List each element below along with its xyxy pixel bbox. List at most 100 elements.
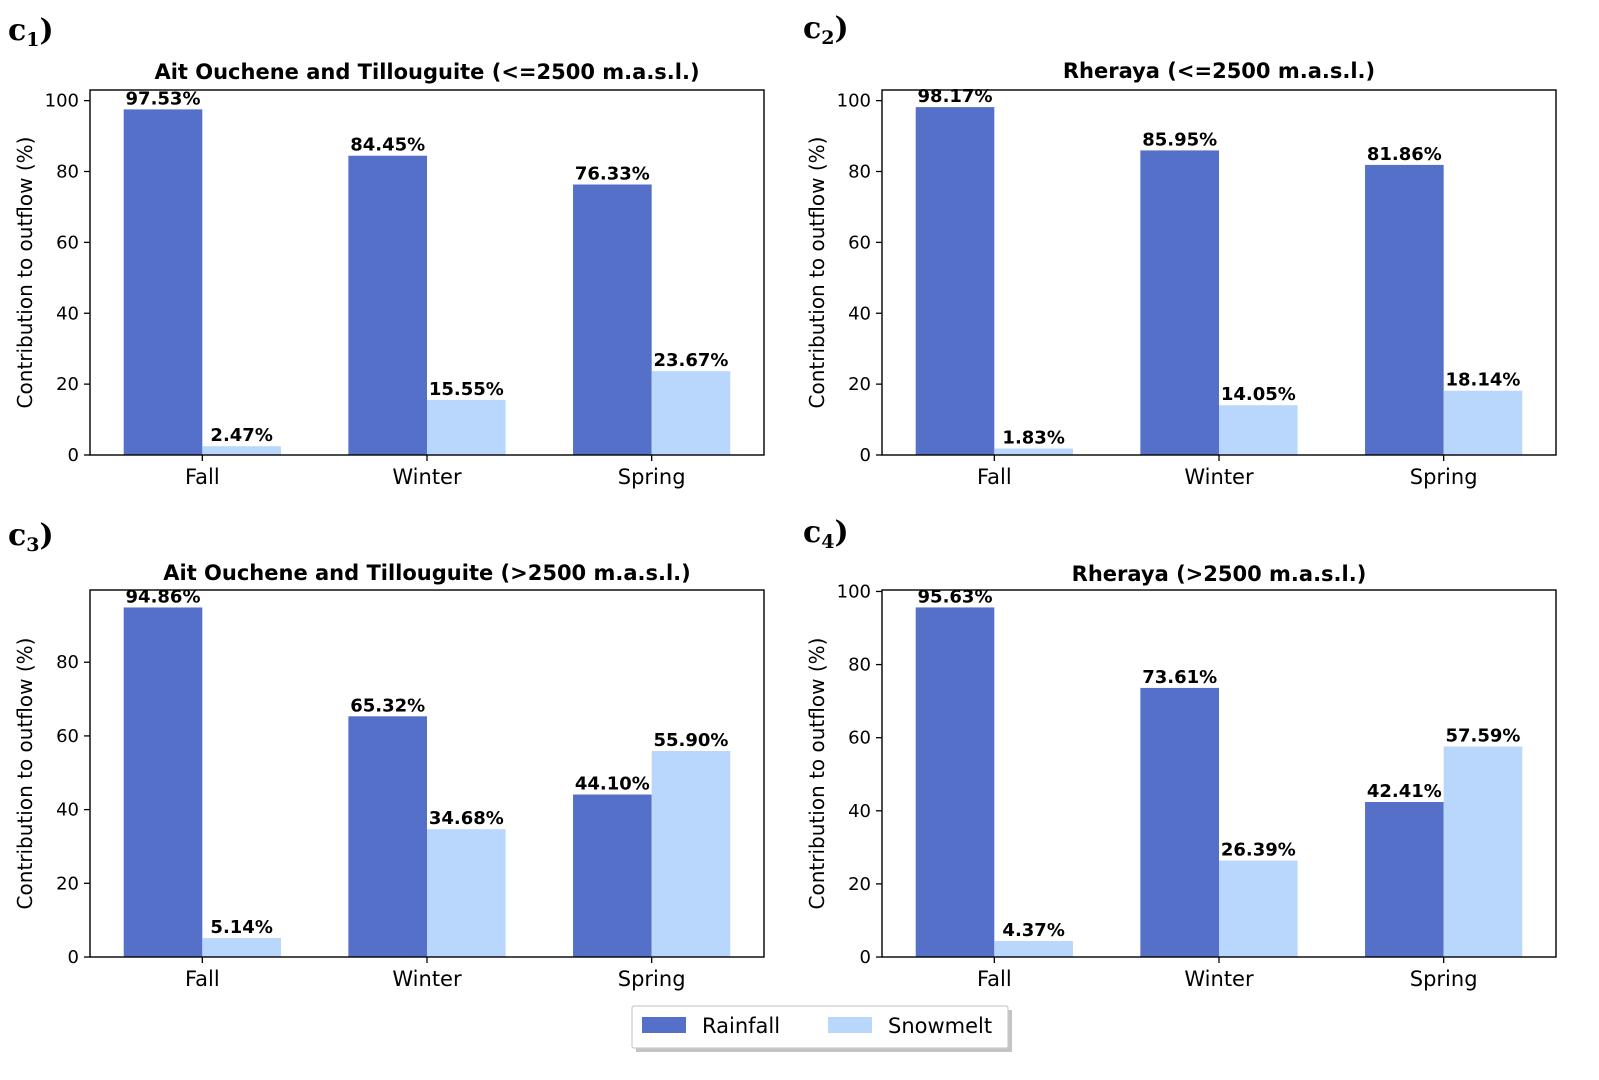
y-tick-label: 100 (45, 91, 79, 112)
y-tick-label: 40 (56, 303, 79, 324)
rainfall-data-label: 76.33% (575, 164, 650, 185)
y-tick-label: 60 (848, 728, 871, 749)
x-tick-label: Spring (618, 465, 686, 489)
snowmelt-data-label: 34.68% (429, 808, 504, 829)
rainfall-bar (348, 155, 427, 455)
panel-label-close: ) (835, 515, 849, 550)
y-tick-label: 60 (848, 232, 871, 253)
x-tick-label: Spring (1410, 465, 1478, 489)
snowmelt-bar (1443, 390, 1523, 455)
rainfall-bar (1365, 801, 1444, 957)
rainfall-bar (1365, 164, 1444, 456)
y-tick-label: 100 (837, 91, 871, 112)
rainfall-bar (915, 607, 995, 957)
y-tick-label: 40 (848, 801, 871, 822)
panel-label-main: c (8, 518, 26, 553)
rainfall-bar (123, 607, 203, 957)
y-tick-label: 60 (56, 232, 79, 253)
x-tick-label: Winter (392, 465, 462, 489)
chart-title: Ait Ouchene and Tillouguite (<=2500 m.a.… (154, 60, 699, 84)
y-axis-label: Contribution to outflow (%) (13, 137, 37, 409)
y-tick-label: 20 (848, 374, 871, 395)
chart-title: Ait Ouchene and Tillouguite (>2500 m.a.s… (163, 561, 691, 585)
y-tick-label: 80 (56, 652, 79, 673)
snowmelt-bar (202, 446, 281, 455)
y-axis-label: Contribution to outflow (%) (13, 638, 37, 910)
legend-label-rainfall: Rainfall (702, 1014, 780, 1038)
snowmelt-bar (1443, 746, 1523, 957)
y-tick-label: 0 (68, 445, 79, 466)
y-tick-label: 0 (68, 947, 79, 968)
panel-label-sub: 4 (821, 531, 834, 553)
y-tick-label: 80 (848, 655, 871, 676)
plot-frame (89, 89, 765, 456)
y-tick-label: 20 (56, 873, 79, 894)
panel-label-sub: 3 (26, 534, 39, 556)
chart-panel-4: c4) Rheraya (>2500 m.a.s.l.) Contribution … (803, 515, 1557, 991)
rainfall-data-label: 81.86% (1367, 144, 1442, 165)
rainfall-data-label: 44.10% (575, 774, 650, 795)
legend-swatch-rainfall (642, 1017, 686, 1033)
rainfall-bar (573, 794, 652, 957)
y-axis-label: Contribution to outflow (%) (805, 137, 829, 409)
y-tick-label: 80 (848, 162, 871, 183)
rainfall-data-label: 65.32% (350, 695, 425, 716)
rainfall-data-label: 97.53% (126, 88, 201, 109)
panel-label: c3) (8, 518, 54, 556)
rainfall-data-label: 95.63% (918, 586, 993, 607)
snowmelt-data-label: 57.59% (1445, 725, 1520, 746)
rainfall-data-label: 94.86% (126, 586, 201, 607)
snowmelt-data-label: 26.39% (1221, 840, 1296, 861)
snowmelt-data-label: 23.67% (653, 350, 728, 371)
panel-label-close: ) (40, 13, 54, 48)
snowmelt-data-label: 2.47% (210, 425, 272, 446)
chart-panel-3: c3) Ait Ouchene and Tillouguite (>2500 m.… (8, 518, 765, 991)
snowmelt-bar (427, 829, 506, 957)
x-tick-label: Winter (392, 967, 462, 991)
snowmelt-data-label: 55.90% (653, 730, 728, 751)
rainfall-bar (573, 184, 652, 455)
snowmelt-data-label: 4.37% (1002, 920, 1064, 941)
snowmelt-bar (1219, 405, 1298, 455)
plot-frame (89, 589, 765, 958)
snowmelt-bar (994, 448, 1073, 455)
x-tick-label: Spring (1410, 967, 1478, 991)
rainfall-data-label: 42.41% (1367, 781, 1442, 802)
snowmelt-bar (651, 371, 731, 455)
x-tick-label: Fall (185, 465, 220, 489)
x-tick-label: Winter (1184, 967, 1254, 991)
panel-label-main: c (803, 515, 821, 550)
y-tick-label: 80 (56, 162, 79, 183)
chart-panel-1: c1) Ait Ouchene and Tillouguite (<=2500 m… (8, 13, 765, 489)
y-tick-label: 0 (860, 947, 871, 968)
legend-box (631, 1005, 1009, 1049)
rainfall-bar (1140, 150, 1219, 455)
y-tick-label: 40 (848, 303, 871, 324)
rainfall-data-label: 84.45% (350, 135, 425, 156)
snowmelt-data-label: 14.05% (1221, 384, 1296, 405)
y-tick-label: 100 (837, 581, 871, 602)
rainfall-bar (123, 109, 203, 456)
plot-frame (881, 89, 1557, 456)
legend-label-snowmelt: Snowmelt (888, 1014, 992, 1038)
x-tick-label: Fall (185, 967, 220, 991)
plot-frame (881, 589, 1557, 958)
x-tick-label: Winter (1184, 465, 1254, 489)
panel-label-main: c (8, 13, 26, 48)
rainfall-bar (348, 716, 427, 957)
panel-label: c2) (803, 11, 849, 49)
chart-title: Rheraya (<=2500 m.a.s.l.) (1063, 59, 1375, 83)
y-tick-label: 60 (56, 726, 79, 747)
snowmelt-bar (202, 938, 281, 957)
rainfall-data-label: 85.95% (1142, 129, 1217, 150)
x-tick-label: Spring (618, 967, 686, 991)
rainfall-bar (1140, 687, 1219, 957)
snowmelt-bar (994, 941, 1073, 957)
rainfall-data-label: 98.17% (918, 86, 993, 107)
y-tick-label: 40 (56, 800, 79, 821)
x-tick-label: Fall (977, 465, 1012, 489)
snowmelt-data-label: 18.14% (1445, 370, 1520, 391)
y-tick-label: 0 (860, 445, 871, 466)
panel-label-close: ) (40, 518, 54, 553)
legend-swatch-snowmelt (828, 1017, 872, 1033)
